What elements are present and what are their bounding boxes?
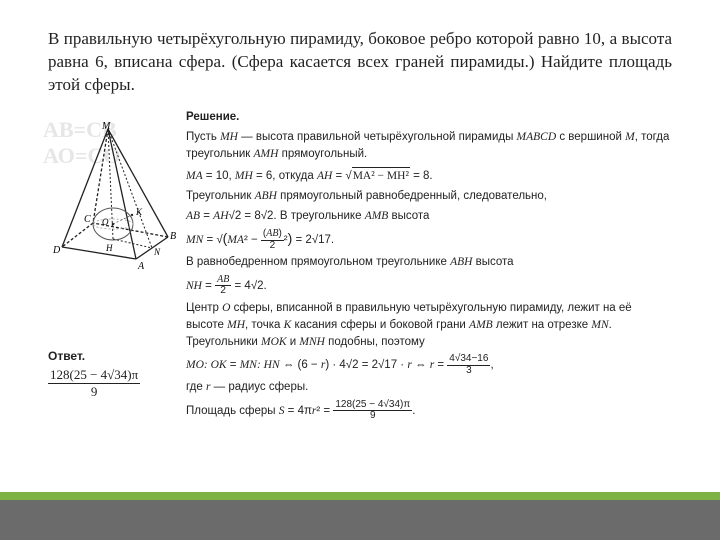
svg-text:K: K [135,207,143,217]
sol-p5: MN = √(MA² − (AB)2²) = 2√17. [186,228,672,251]
sol-p11: Площадь сферы S = 4πr² = 128(25 − 4√34)π… [186,400,672,422]
svg-text:C: C [84,214,91,225]
sol-p8: Центр O сферы, вписанной в правильную че… [186,300,672,352]
sol-p4: AB = AH√2 = 8√2. В треугольнике AMB высо… [186,208,672,225]
svg-text:B: B [170,231,176,242]
answer-block: Ответ. 128(25 − 4√34)π 9 [48,349,178,400]
answer-den: 9 [48,384,140,400]
problem-text: В правильную четырёхугольную пирамиду, б… [48,28,672,97]
sol-p10: где r — радиус сферы. [186,379,672,396]
figure-wrap: АВ=СВ АО=СО [48,109,178,279]
svg-text:O: O [102,217,109,227]
svg-text:M: M [101,121,111,132]
sol-p1: Пусть MH — высота правильной четырёхугол… [186,129,672,164]
answer-label: Ответ. [48,349,178,363]
left-column: АВ=СВ АО=СО [48,109,178,425]
svg-text:N: N [153,247,161,257]
sol-p3: Треугольник ABH прямоугольный равнобедре… [186,188,672,205]
solution-column: Решение. Пусть MH — высота правильной че… [186,109,672,425]
svg-text:D: D [52,245,61,256]
solution-title: Решение. [186,109,672,126]
content-row: АВ=СВ АО=СО [48,109,672,425]
footer-band [0,500,720,540]
answer-formula: 128(25 − 4√34)π 9 [48,367,140,400]
sol-p7: NH = AB2 = 4√2. [186,275,672,297]
sol-p6: В равнобедренном прямоугольном треугольн… [186,254,672,271]
footer [0,492,720,540]
sol-p9: MO: OK = MN: HN ⇔ (6 − r) · 4√2 = 2√17 ·… [186,354,672,376]
sol-p2: MA = 10, MH = 6, откуда AH = √MA² − MH² … [186,167,672,185]
footer-accent [0,492,720,500]
answer-num: 128(25 − 4√34)π [48,367,140,384]
pyramid-figure: M A B C D H N K O [48,119,178,274]
svg-text:A: A [137,261,145,272]
svg-text:H: H [105,243,113,253]
